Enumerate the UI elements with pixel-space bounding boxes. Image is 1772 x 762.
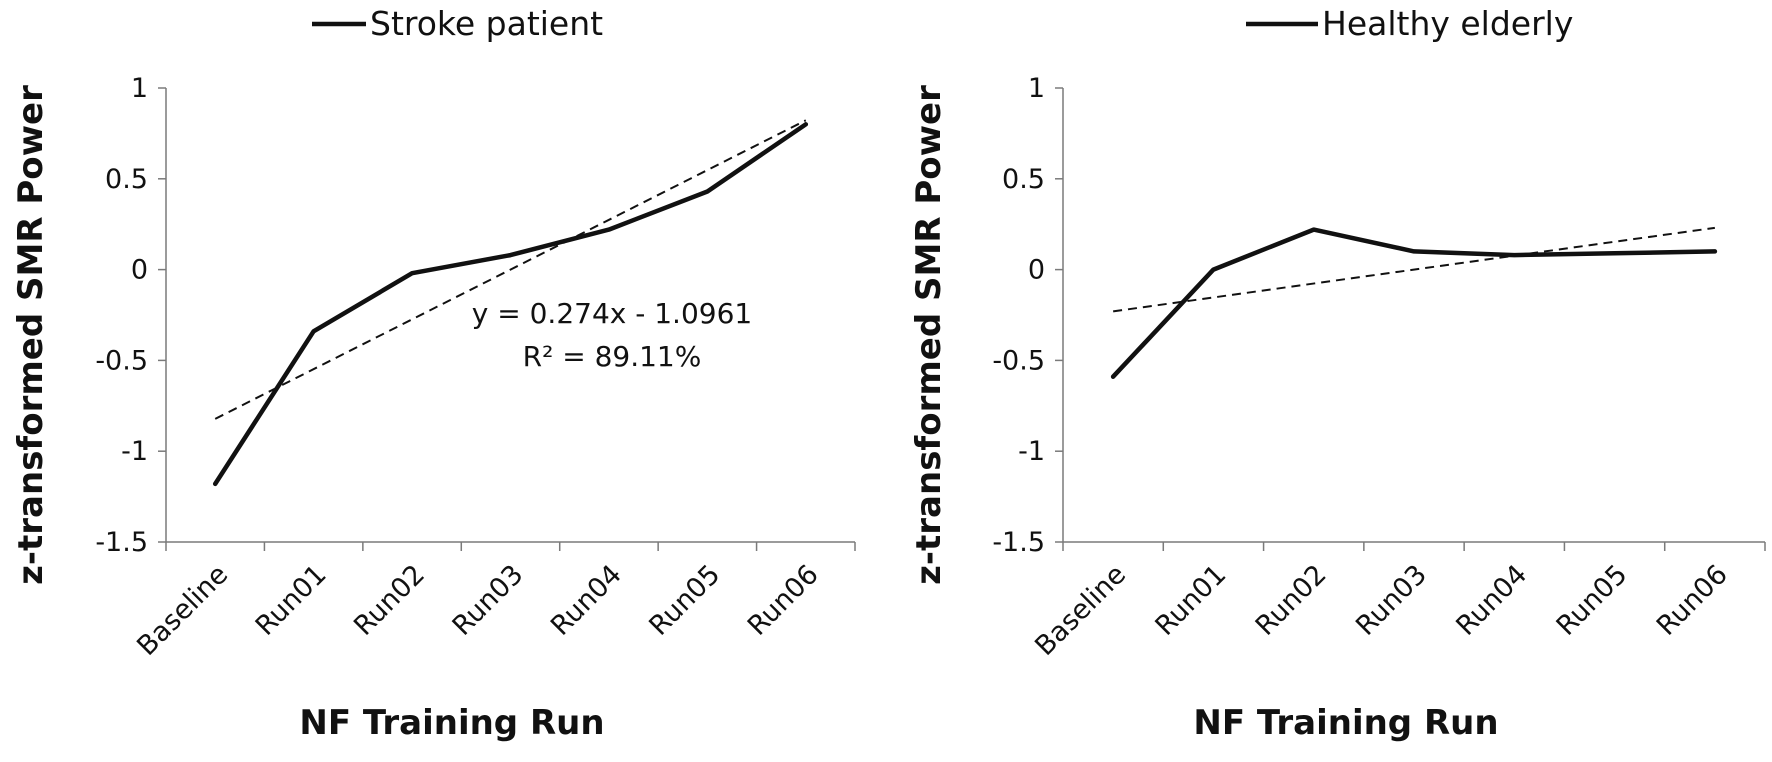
trend-equation: y = 0.274x - 1.0961 xyxy=(472,297,752,330)
x-tick-label: Run02 xyxy=(1250,559,1333,642)
x-tick-label: Run01 xyxy=(1150,559,1233,642)
legend-label: Stroke patient xyxy=(370,4,603,43)
x-tick-label: Run03 xyxy=(447,559,530,642)
x-tick-label: Run04 xyxy=(1450,559,1533,642)
x-axis-title: NF Training Run xyxy=(299,703,604,743)
legend-label: Healthy elderly xyxy=(1322,4,1573,43)
y-tick-label: -1.5 xyxy=(992,527,1045,558)
y-tick-label: 0 xyxy=(1028,255,1045,286)
trend-line xyxy=(1113,226,1715,313)
y-tick-label: -0.5 xyxy=(992,345,1045,376)
x-tick-label: Run06 xyxy=(742,559,825,642)
trend-line xyxy=(214,119,807,420)
x-tick-label: Run05 xyxy=(643,559,726,642)
r-squared: R² = 89.11% xyxy=(523,340,702,373)
x-tick-label: Baseline xyxy=(131,559,234,662)
y-tick-label: -1 xyxy=(121,436,148,467)
y-tick-label: 1 xyxy=(1028,73,1045,104)
series-line-2 xyxy=(1110,227,1718,379)
x-tick-label: Run01 xyxy=(250,559,333,642)
x-tick-label: Baseline xyxy=(1029,559,1132,662)
y-tick-label: -1.5 xyxy=(95,527,148,558)
x-tick-label: Run03 xyxy=(1350,559,1433,642)
y-tick-label: -0.5 xyxy=(95,345,148,376)
y-tick-label: 0 xyxy=(131,255,148,286)
y-tick-label: 1 xyxy=(131,73,148,104)
x-tick-label: Run06 xyxy=(1651,559,1734,642)
y-tick-label: 0.5 xyxy=(1002,164,1045,195)
y-tick-label: 0.5 xyxy=(105,164,148,195)
y-tick-label: -1 xyxy=(1018,436,1045,467)
y-axis-title: z-transformed SMR Power xyxy=(909,85,949,585)
x-axis-title: NF Training Run xyxy=(1193,703,1498,743)
x-tick-label: Run02 xyxy=(348,559,431,642)
y-axis-title: z-transformed SMR Power xyxy=(11,85,51,585)
x-tick-label: Run05 xyxy=(1551,559,1634,642)
x-tick-label: Run04 xyxy=(545,559,628,642)
